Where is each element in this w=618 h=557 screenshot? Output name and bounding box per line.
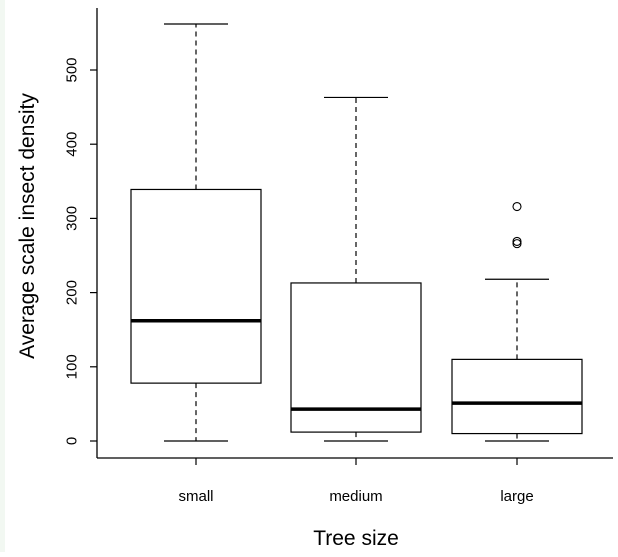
- y-tick-label: 200: [63, 280, 80, 305]
- y-axis-title: Average scale insect density: [16, 93, 39, 359]
- y-tick-label: 300: [63, 206, 80, 231]
- outlier-point: [512, 236, 522, 246]
- outlier-point: [512, 239, 522, 249]
- x-tick-label: small: [178, 488, 213, 505]
- boxes-group: [130, 23, 583, 442]
- box-small: [130, 23, 262, 442]
- iqr-box: [290, 282, 422, 433]
- x-tick-label: medium: [329, 488, 382, 505]
- box-medium: [290, 96, 422, 442]
- box-large: [451, 201, 583, 442]
- iqr-box: [130, 188, 262, 384]
- axes-group: 0 100 200 300 400 500 small medium large: [63, 8, 613, 505]
- y-tick-label: 100: [63, 354, 80, 379]
- y-tick-label: 0: [63, 437, 80, 445]
- left-border-strip: [0, 0, 5, 552]
- y-tick-label: 500: [63, 57, 80, 82]
- x-axis-title: Tree size: [313, 527, 399, 550]
- iqr-box: [451, 358, 583, 435]
- y-tick-label: 400: [63, 132, 80, 157]
- outlier-point: [512, 201, 522, 212]
- x-tick-label: large: [500, 488, 533, 505]
